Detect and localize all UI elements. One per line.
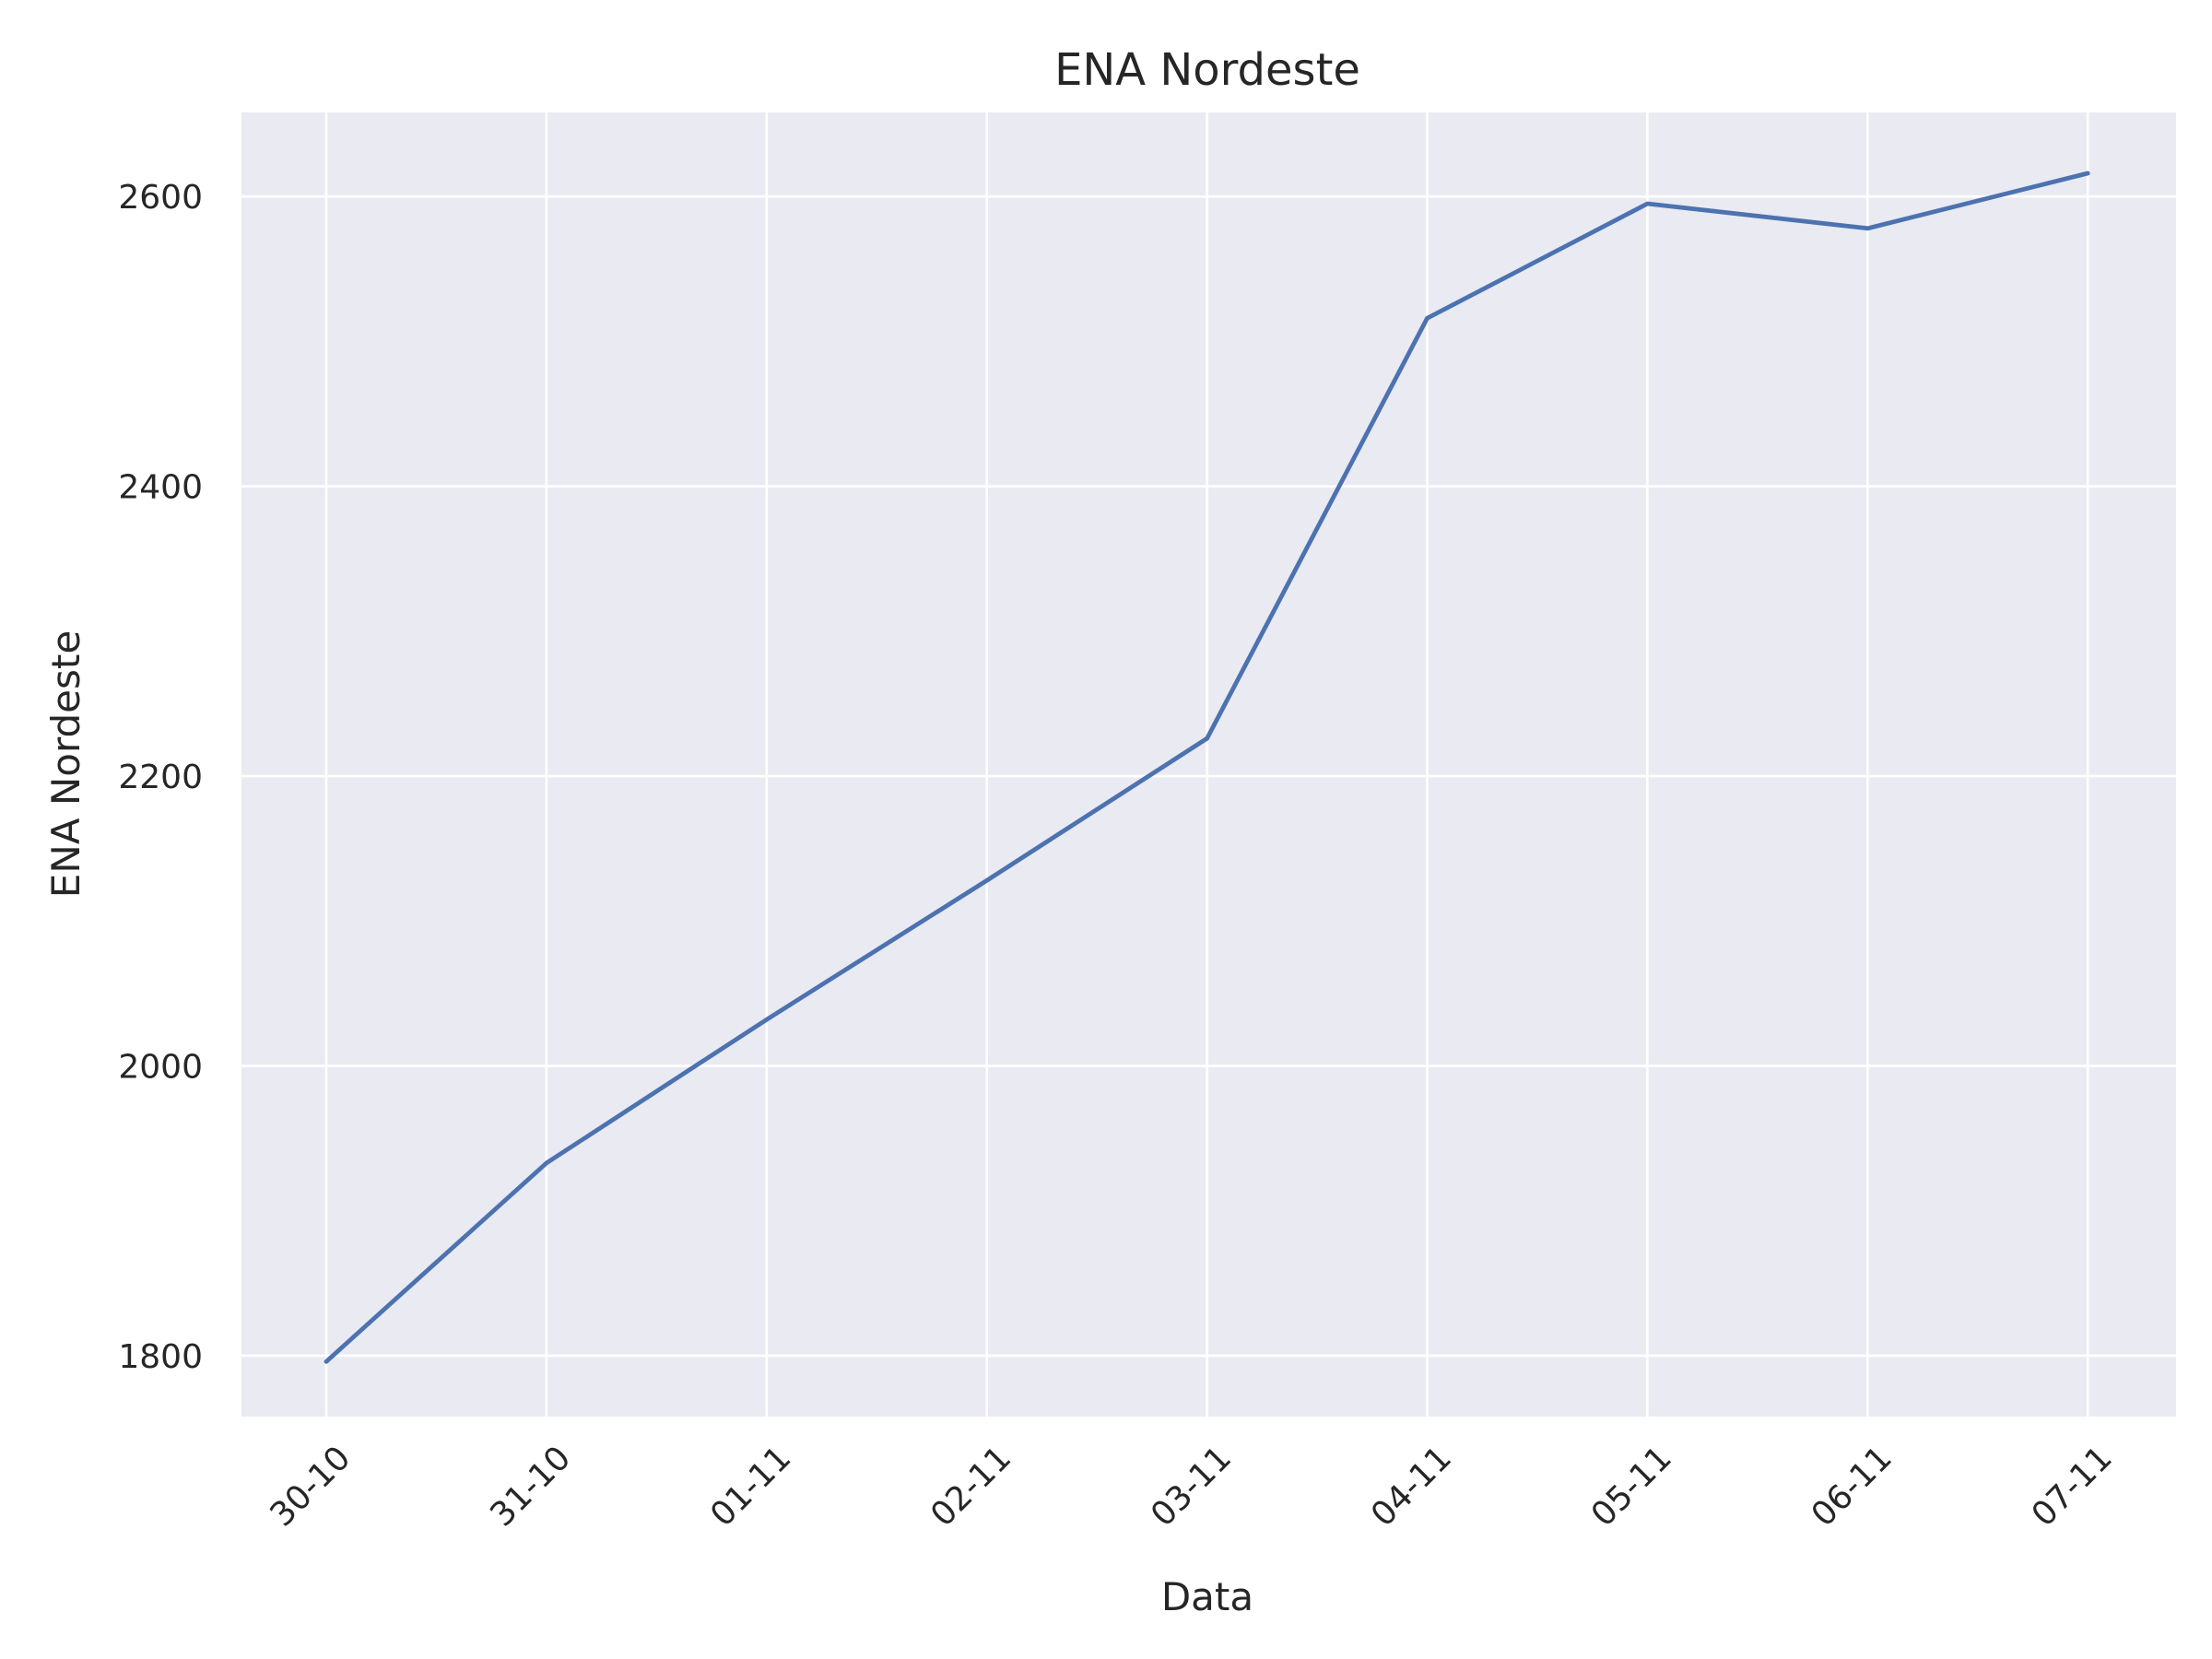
chart-title: ENA Nordeste: [1054, 44, 1360, 96]
x-tick-label: 30-10: [264, 1439, 359, 1534]
x-tick-label: 02-11: [924, 1439, 1018, 1534]
x-axis-label: Data: [1161, 1574, 1253, 1619]
y-tick-label: 2200: [118, 759, 203, 796]
y-tick-labels: 1800 2000 2200 2400 2600: [118, 179, 203, 1376]
y-gridlines: [241, 194, 2176, 1358]
y-tick-label: 1800: [118, 1338, 203, 1376]
x-tick-label: 01-11: [703, 1439, 798, 1534]
y-tick-label: 2400: [118, 469, 203, 507]
x-tick-label: 06-11: [1805, 1439, 1900, 1534]
x-tick-label: 03-11: [1144, 1439, 1239, 1534]
x-gridlines: [324, 112, 2089, 1417]
plot-area: [241, 112, 2176, 1417]
x-tick-label: 31-10: [483, 1439, 578, 1534]
y-axis-label: ENA Nordeste: [43, 630, 88, 898]
x-tick-label: 05-11: [1584, 1439, 1679, 1534]
y-tick-label: 2600: [118, 179, 203, 217]
series-line: [324, 171, 2090, 1364]
y-tick-label: 2000: [118, 1049, 203, 1087]
x-tick-label: 04-11: [1364, 1439, 1459, 1534]
x-tick-labels: 30-10 31-10 01-11 02-11 03-11 04-11 05-11 06-11…: [264, 1439, 2120, 1534]
x-tick-label: 07-11: [2025, 1439, 2120, 1534]
